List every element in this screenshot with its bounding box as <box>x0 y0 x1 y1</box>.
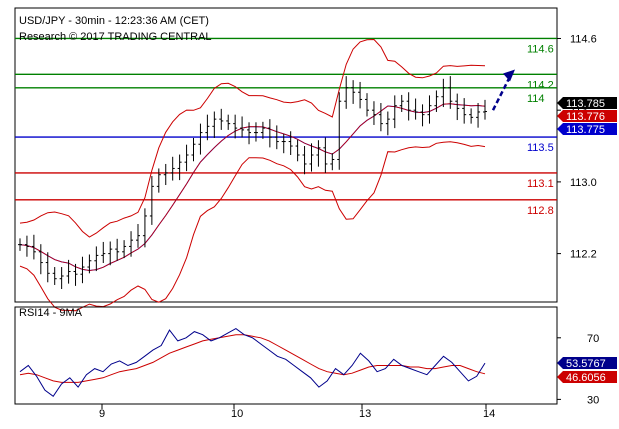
rsi-tag-label: 53.5767 <box>566 358 606 370</box>
price-tag-label: 113.775 <box>566 124 605 136</box>
price-tag-shape <box>557 123 617 135</box>
indicator-overlays <box>19 38 515 312</box>
rsi-line <box>19 328 486 398</box>
rsi-tag-label: 46.6056 <box>566 372 606 384</box>
price-tag-shape <box>557 97 617 109</box>
rsi-tag-shape <box>557 371 617 383</box>
rsi-tag-shape <box>557 357 617 369</box>
y-tick-label: 113.0 <box>570 177 597 189</box>
x-tick-label: 14 <box>483 408 495 420</box>
support-resistance-levels: 114.6 114.2 114 113.5 113.1 112.8 <box>15 37 557 217</box>
header-copyright: Research © 2017 TRADING CENTRAL <box>19 31 212 43</box>
rsi-tick-label: 70 <box>587 333 599 345</box>
price-tag-shape <box>557 110 617 122</box>
bollinger-middle <box>19 103 486 271</box>
rsi-label: RSI14 - 9MA <box>19 307 83 319</box>
y-tick-label: 112.2 <box>570 249 597 261</box>
forecast-arrow-head-icon <box>503 69 515 82</box>
level-label: 113.1 <box>527 178 554 190</box>
bollinger-lower <box>19 141 486 312</box>
bollinger-upper <box>19 38 486 238</box>
x-tick-label: 10 <box>231 408 243 420</box>
level-label: 114.2 <box>527 79 554 91</box>
x-axis: 9 10 13 14 <box>99 404 495 420</box>
level-label: 114.6 <box>527 43 554 55</box>
x-tick-label: 9 <box>99 408 105 420</box>
rsi-tick-label: 30 <box>587 394 599 406</box>
x-tick-label: 13 <box>359 408 371 420</box>
rsi-ma-line <box>19 334 486 383</box>
header-title: USD/JPY - 30min - 12:23:36 AM (CET) <box>19 15 209 27</box>
rsi-panel: 30 70 53.5767 46.6056 <box>14 306 617 406</box>
price-bars <box>18 76 487 290</box>
level-label: 112.8 <box>527 205 554 217</box>
price-panel-frame <box>14 7 558 303</box>
price-tag-label: 113.785 <box>566 98 605 110</box>
level-label: 113.5 <box>527 142 554 154</box>
rsi-panel-frame <box>14 306 558 405</box>
level-label: 114 <box>527 93 545 105</box>
price-tag-label: 113.776 <box>566 111 605 123</box>
y-tick-label: 114.6 <box>570 33 597 45</box>
